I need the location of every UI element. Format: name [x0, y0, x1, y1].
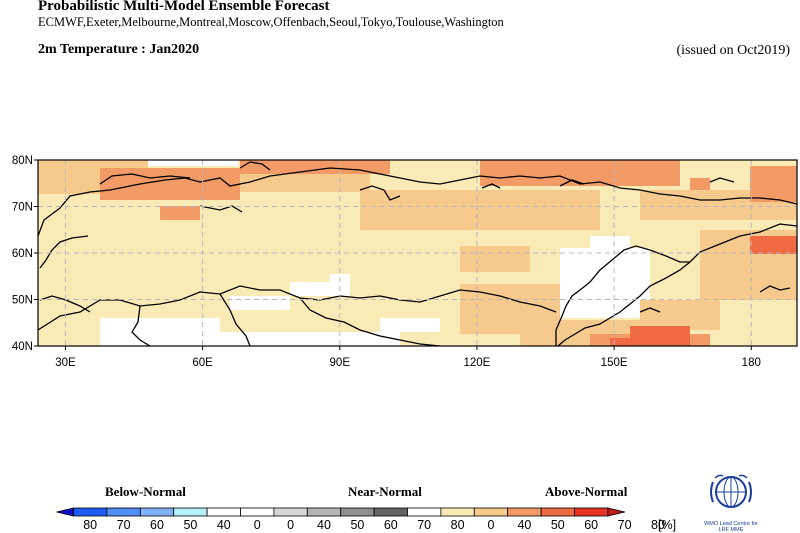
lat-label: 50N [12, 295, 33, 307]
unit-label: [%] [658, 518, 676, 532]
colorbar-cell [240, 507, 275, 517]
wmo-caption-2: LRF MME [718, 527, 744, 533]
lon-label: 150E [601, 357, 628, 369]
colorbar-cell [139, 507, 175, 517]
gridlines [38, 160, 797, 346]
lon-label: 30E [55, 357, 76, 369]
longitude-labels: 30E 60E 90E 120E 150E 180 [55, 357, 761, 369]
variable-title: 2m Temperature : Jan2020 [38, 42, 200, 57]
colorbar-cell [273, 507, 308, 517]
colorbar-cell [440, 507, 475, 517]
lon-label: 180 [742, 357, 761, 369]
colorbar-tick-label: 40 [317, 518, 331, 532]
colorbar-tick-label: 80 [651, 518, 665, 532]
colorbar-tick-label: 50 [183, 518, 197, 532]
lon-label: 60E [192, 357, 213, 369]
colorbar-tick-label: 70 [417, 518, 431, 532]
colorbar-tick-label: 70 [117, 518, 131, 532]
colorbar-tick-label: 0 [488, 518, 495, 532]
colorbar-tick-label: 50 [551, 518, 565, 532]
colorbar-tick-label: 60 [150, 518, 164, 532]
colorbar-tick-label: 60 [384, 518, 398, 532]
colorbar-tick-label: 80 [83, 518, 97, 532]
colorbar-cell [73, 507, 108, 517]
colorbar-cell [473, 507, 509, 517]
colorbar-cell [373, 507, 408, 517]
lat-label: 80N [12, 155, 33, 167]
wmo-logo: WMO Lead Centre for LRF MME [700, 468, 762, 533]
colorbar-cell [507, 507, 542, 517]
colorbar-tick-label: 0 [287, 518, 294, 532]
lon-label: 120E [464, 357, 491, 369]
colorbar-tick-label: 80 [451, 518, 465, 532]
near-normal-label: Near-Normal [348, 484, 422, 499]
latitude-labels: 80N 70N 60N 50N 40N [12, 155, 33, 353]
chart-title: Probabilistic Multi-Model Ensemble Forec… [38, 0, 330, 14]
colorbar-right-arrow [607, 507, 625, 517]
colorbar-tick-label: 0 [254, 518, 261, 532]
wmo-emblem-icon [710, 474, 752, 508]
colorbar-cell [540, 507, 575, 517]
centres-list: ECMWF,Exeter,Melbourne,Montreal,Moscow,O… [38, 15, 504, 29]
colorbar-cell [173, 507, 208, 517]
colorbar-cell [574, 507, 609, 517]
colorbar-cell [206, 507, 241, 517]
coastlines [38, 161, 797, 346]
lat-label: 70N [12, 202, 33, 214]
colorbar-left-arrow [56, 507, 74, 517]
axis-ticks [34, 159, 752, 350]
lat-label: 60N [12, 248, 33, 260]
wmo-caption-1: WMO Lead Centre for [704, 521, 758, 527]
colorbar-tick-label: 70 [618, 518, 632, 532]
colorbar-tick-label: 40 [517, 518, 531, 532]
lon-label: 90E [330, 357, 351, 369]
colorbar-tick-label: 50 [350, 518, 364, 532]
above-normal-label: Above-Normal [545, 484, 628, 499]
colorbar-cell [407, 507, 442, 517]
colorbar-tick-label: 40 [217, 518, 231, 532]
issue-date: (issued on Oct2019) [676, 43, 790, 58]
lat-label: 40N [12, 341, 33, 353]
colorbar-cell [106, 507, 141, 517]
colorbar-cell [306, 507, 342, 517]
below-normal-label: Below-Normal [105, 484, 186, 499]
colorbar-cell [340, 507, 375, 517]
colorbar-tick-label: 60 [584, 518, 598, 532]
